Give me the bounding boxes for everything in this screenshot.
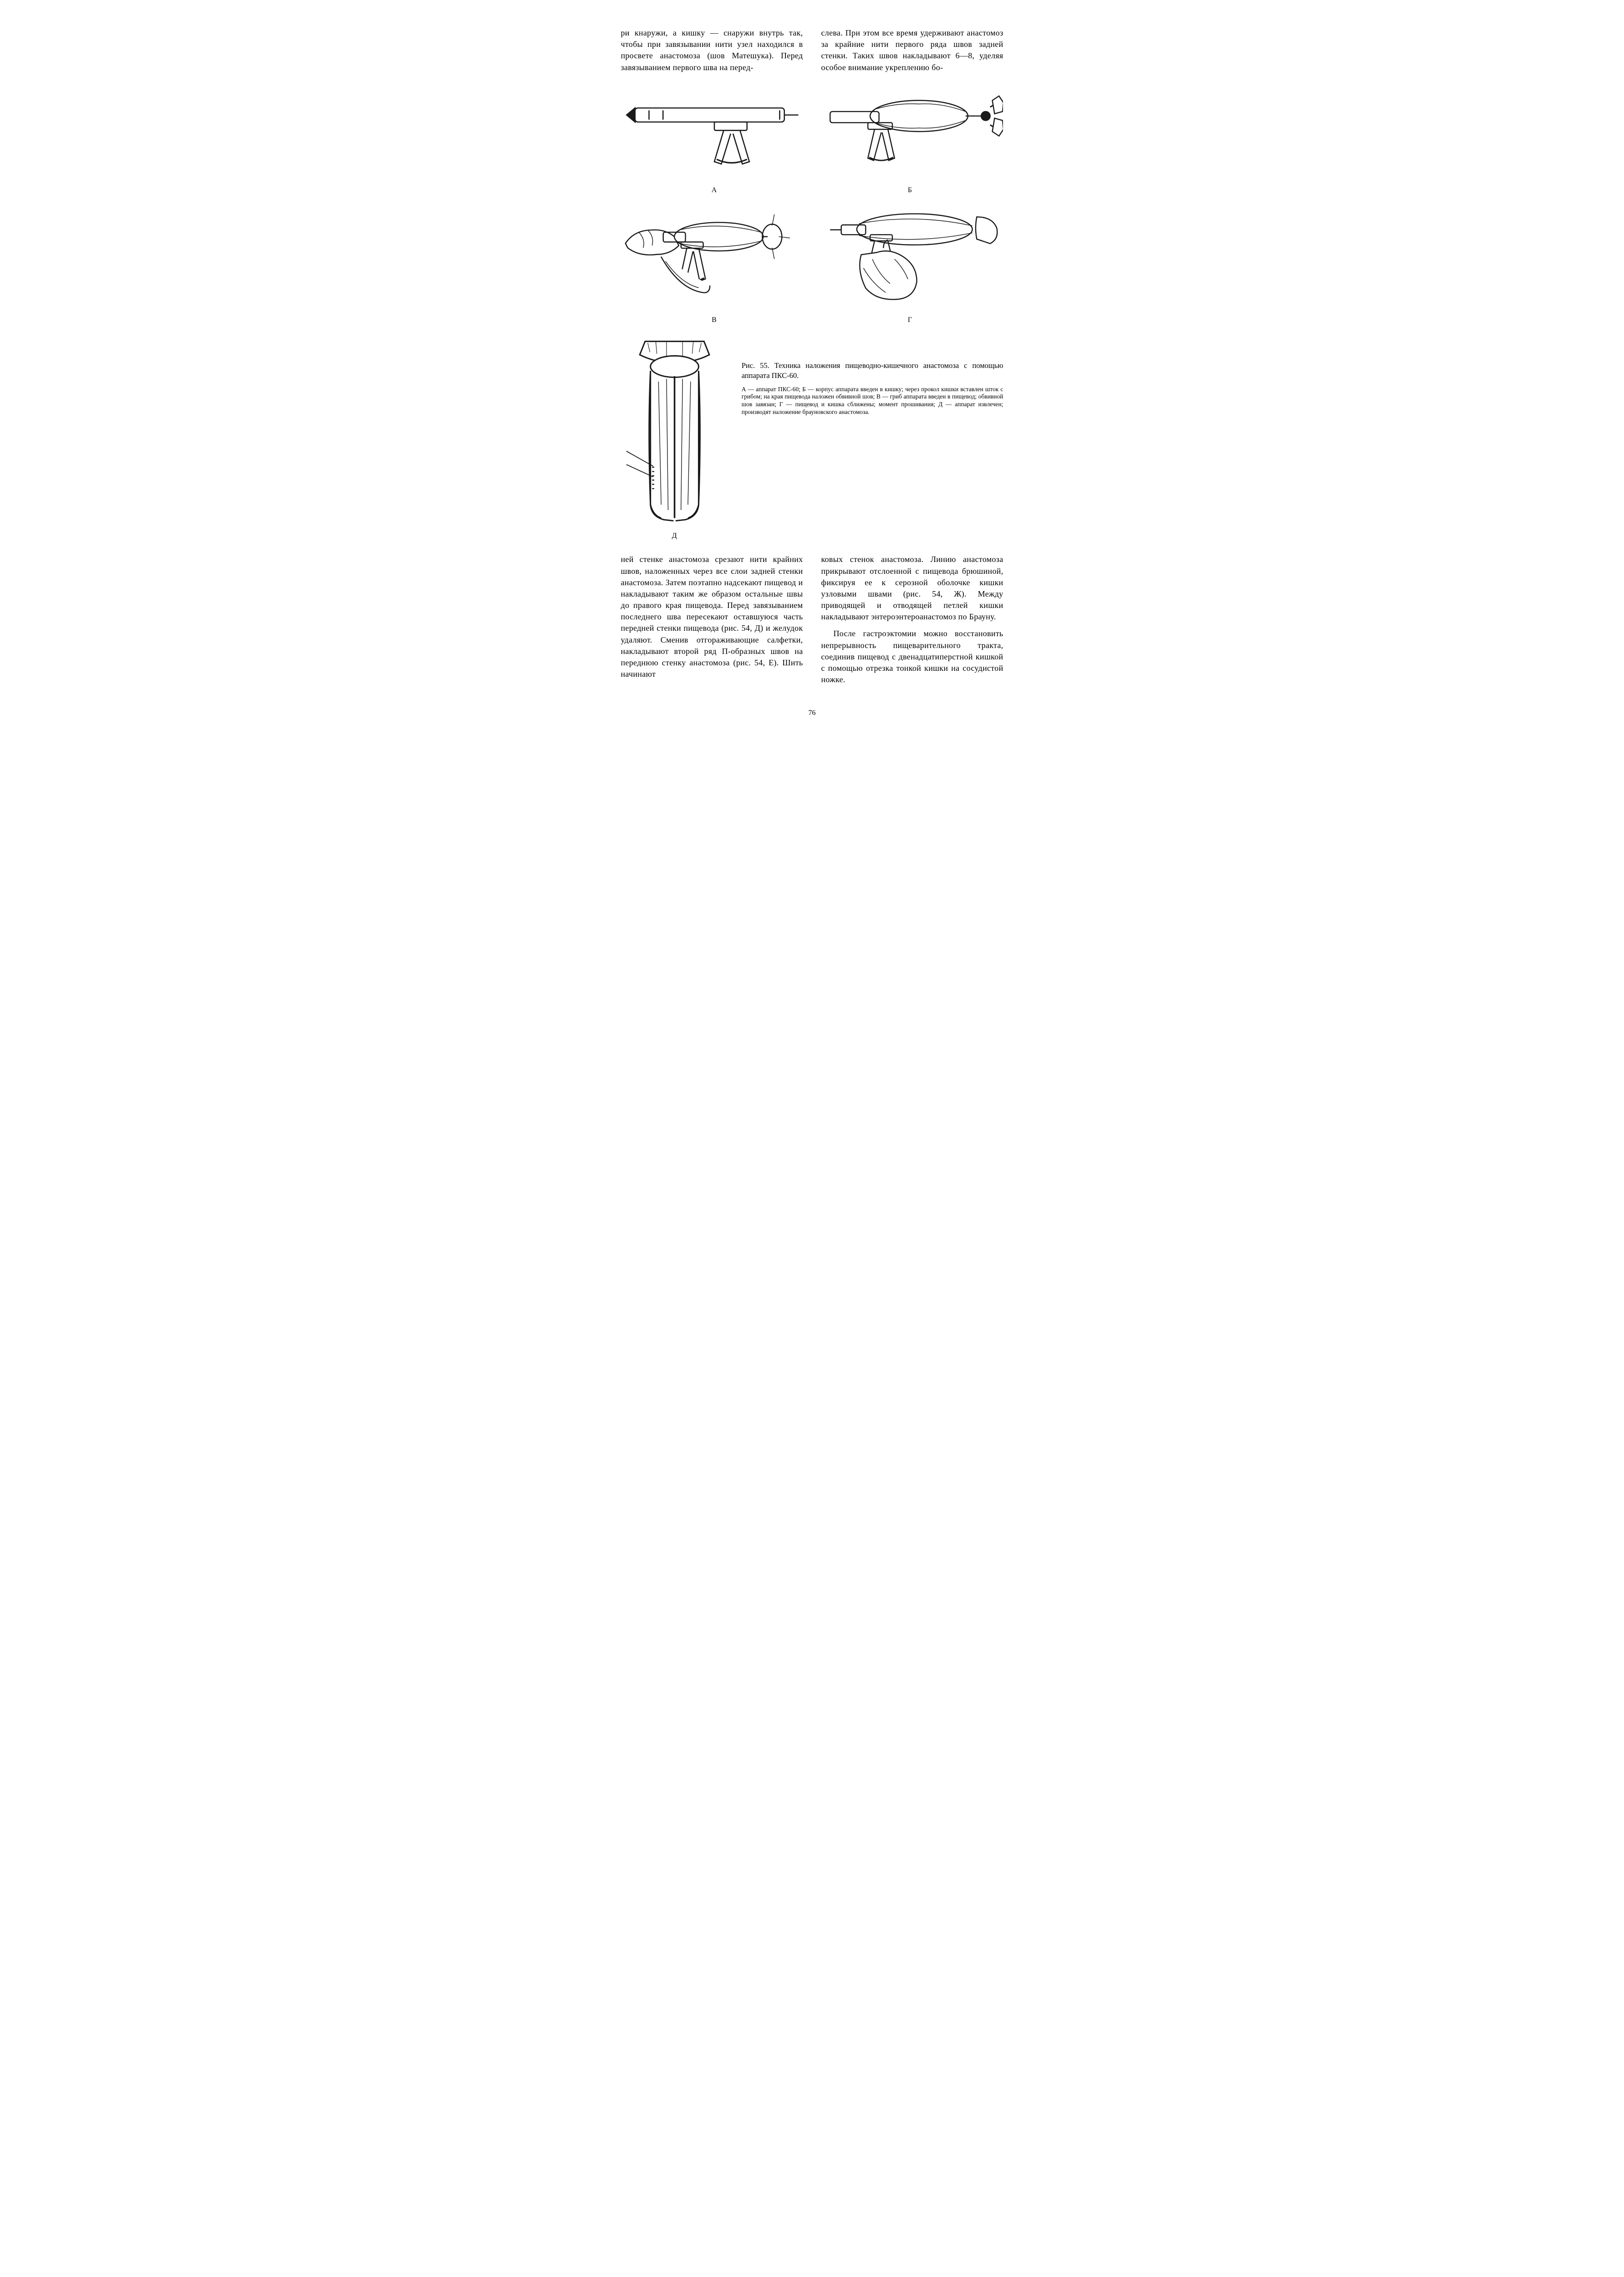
anastomosis-d-icon — [621, 333, 728, 526]
figure-label-d: Д — [621, 532, 728, 540]
figure-55: А Б — [621, 87, 1003, 541]
figure-label-v: В — [621, 316, 808, 324]
bottom-right-p2: После гастроэктомии можно восстановить н… — [821, 628, 1003, 685]
top-text-columns: ри кнаружи, а кишку — снаружи внутрь так… — [621, 27, 1003, 73]
figure-label-g: Г — [817, 316, 1003, 324]
figure-item-b: Б — [817, 92, 1003, 194]
figure-caption-details: А — аппарат ПКС-60; Б — корпус аппарата … — [742, 386, 1003, 417]
apparatus-a-icon — [621, 87, 808, 180]
figure-label-a: А — [621, 186, 808, 194]
apparatus-g-icon — [817, 204, 1003, 310]
figure-caption-title: Рис. 55. Техника наложения пищеводно-киш… — [742, 361, 1003, 381]
figure-row-2: В — [621, 204, 1003, 324]
top-right-column: слева. При этом все время удерживают ана… — [821, 27, 1003, 73]
bottom-right-column: ковых стенок анастомоза. Линию анастомоз… — [821, 554, 1003, 691]
bottom-right-p1: ковых стенок анастомоза. Линию анастомоз… — [821, 554, 1003, 623]
bottom-text-columns: ней стенке анастомоза срезают нити крайн… — [621, 554, 1003, 691]
top-left-column: ри кнаружи, а кишку — снаружи внутрь так… — [621, 27, 803, 73]
figure-item-g: Г — [817, 204, 1003, 324]
bottom-left-column: ней стенке анастомоза срезают нити крайн… — [621, 554, 803, 691]
figure-label-b: Б — [817, 186, 1003, 194]
page-number: 76 — [621, 709, 1003, 717]
figure-caption-block: Рис. 55. Техника наложения пищеводно-киш… — [742, 333, 1003, 416]
apparatus-b-icon — [817, 92, 1003, 180]
bottom-left-p1: ней стенке анастомоза срезают нити крайн… — [621, 554, 803, 680]
apparatus-v-icon — [621, 212, 808, 310]
figure-item-d: Д — [621, 333, 728, 540]
figure-row-3: Д Рис. 55. Техника наложения пищеводно-к… — [621, 333, 1003, 540]
figure-item-a: А — [621, 87, 808, 194]
figure-item-v: В — [621, 212, 808, 324]
figure-row-1: А Б — [621, 87, 1003, 194]
